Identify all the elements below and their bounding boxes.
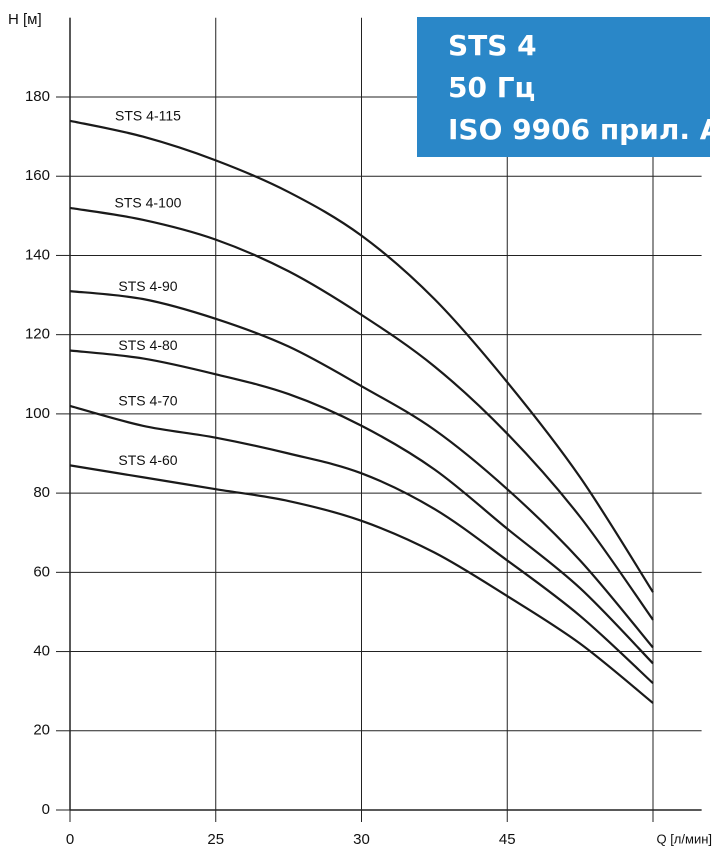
curve — [69, 290, 654, 649]
curve — [69, 464, 654, 704]
x-tick-label: 30 — [353, 831, 370, 848]
y-tick-label: 100 — [25, 405, 50, 422]
series-label: STS 4-80 — [118, 337, 177, 353]
series-label: STS 4-100 — [115, 195, 182, 211]
series-label: STS 4-60 — [118, 452, 177, 468]
curve — [69, 404, 654, 685]
annotation-box — [417, 17, 710, 157]
y-axis-label: H [м] — [8, 11, 42, 28]
y-tick-label: 160 — [25, 167, 50, 184]
y-tick-label: 20 — [33, 722, 50, 739]
y-tick-label: 80 — [33, 484, 50, 501]
y-tick-label: 40 — [33, 643, 50, 660]
curve — [69, 206, 654, 621]
series-label: STS 4-90 — [118, 278, 177, 294]
annotation-text: 50 Гц — [448, 71, 535, 104]
series-label: STS 4-115 — [115, 107, 181, 123]
y-tick-label: 120 — [25, 326, 50, 343]
series-label: STS 4-70 — [118, 393, 177, 409]
annotation-text: STS 4 — [448, 29, 537, 62]
y-tick-label: 60 — [33, 563, 50, 580]
curve — [69, 119, 654, 593]
x-axis-label: Q [л/мин] — [656, 831, 712, 846]
annotation-text: ISO 9906 прил. A — [448, 113, 716, 146]
x-tick-label: 45 — [499, 831, 516, 848]
y-tick-label: 140 — [25, 246, 50, 263]
x-tick-label: 0 — [66, 831, 74, 848]
y-tick-label: 0 — [42, 801, 50, 818]
x-tick-label: 25 — [207, 831, 224, 848]
curve — [69, 349, 654, 665]
y-tick-label: 180 — [25, 88, 50, 105]
